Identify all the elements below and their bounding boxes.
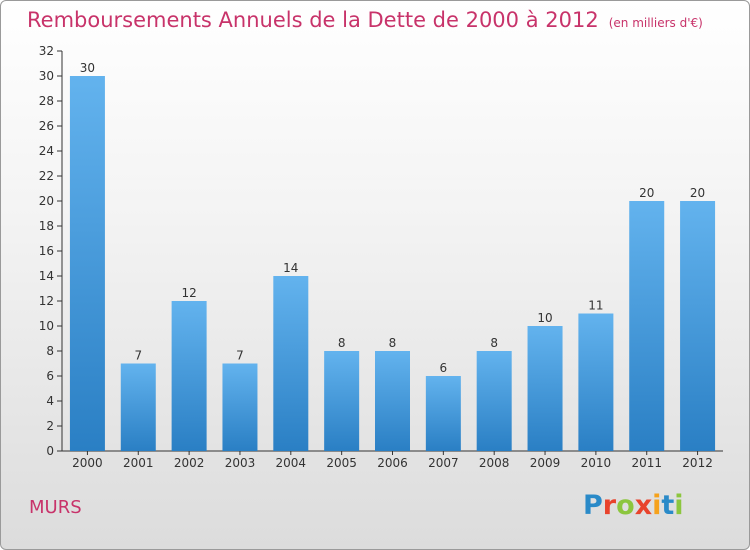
logo-letter: i <box>652 490 662 521</box>
bar <box>324 351 360 451</box>
y-tick-label: 4 <box>46 394 54 408</box>
logo-letter: t <box>661 490 675 521</box>
data-label: 6 <box>440 361 448 375</box>
x-tick-label: 2006 <box>377 456 408 470</box>
x-tick-label: 2001 <box>123 456 154 470</box>
y-tick-label: 10 <box>39 319 54 333</box>
unit-note: (en milliers d'€) <box>608 16 703 30</box>
bar <box>425 376 461 451</box>
y-tick-label: 6 <box>46 369 54 383</box>
bar <box>578 313 614 451</box>
y-tick-label: 2 <box>46 419 54 433</box>
bar <box>171 301 207 451</box>
y-tick-label: 12 <box>39 294 54 308</box>
x-tick-label: 2008 <box>479 456 510 470</box>
x-tick-label: 2000 <box>72 456 103 470</box>
bar <box>120 363 156 451</box>
proxiti-logo[interactable]: Proxiti <box>583 490 684 521</box>
y-tick-label: 24 <box>39 144 54 158</box>
y-tick-label: 16 <box>39 244 54 258</box>
y-tick-label: 0 <box>46 444 54 458</box>
data-label: 8 <box>338 336 346 350</box>
data-label: 11 <box>588 299 603 313</box>
y-tick-label: 18 <box>39 219 54 233</box>
logo-letter: o <box>616 490 635 521</box>
bar <box>69 76 105 451</box>
y-tick-label: 8 <box>46 344 54 358</box>
chart-title: Remboursements Annuels de la Dette de 20… <box>27 8 703 32</box>
title-text: Remboursements Annuels de la Dette de 20… <box>27 8 599 32</box>
bar <box>273 276 309 451</box>
x-tick-label: 2003 <box>225 456 256 470</box>
y-tick-label: 28 <box>39 94 54 108</box>
data-label: 30 <box>80 61 95 75</box>
bar <box>527 326 563 451</box>
data-label: 8 <box>490 336 498 350</box>
y-tick-label: 32 <box>39 44 54 58</box>
bar <box>476 351 512 451</box>
data-label: 20 <box>639 186 654 200</box>
bar <box>375 351 410 451</box>
y-tick-label: 22 <box>39 169 54 183</box>
data-label: 14 <box>283 261 298 275</box>
data-label: 10 <box>537 311 552 325</box>
data-label: 12 <box>181 286 196 300</box>
x-tick-label: 2012 <box>682 456 713 470</box>
x-tick-label: 2004 <box>276 456 307 470</box>
y-tick-label: 20 <box>39 194 54 208</box>
y-tick-label: 30 <box>39 69 54 83</box>
logo-letter: r <box>602 490 617 521</box>
logo-letter: x <box>634 490 653 521</box>
y-tick-label: 14 <box>39 269 54 283</box>
bar <box>222 363 258 451</box>
x-tick-label: 2010 <box>581 456 612 470</box>
data-label: 20 <box>690 186 705 200</box>
x-tick-label: 2007 <box>428 456 459 470</box>
bar <box>629 201 665 451</box>
bar <box>680 201 716 451</box>
data-label: 7 <box>236 349 244 363</box>
x-tick-label: 2002 <box>174 456 205 470</box>
data-label: 7 <box>134 349 142 363</box>
logo-letter: P <box>583 490 603 521</box>
x-tick-label: 2009 <box>530 456 561 470</box>
y-tick-label: 26 <box>39 119 54 133</box>
x-tick-label: 2005 <box>326 456 357 470</box>
city-name: MURS <box>29 497 82 518</box>
x-tick-label: 2011 <box>631 456 662 470</box>
logo-letter: i <box>674 490 684 521</box>
data-label: 8 <box>389 336 397 350</box>
